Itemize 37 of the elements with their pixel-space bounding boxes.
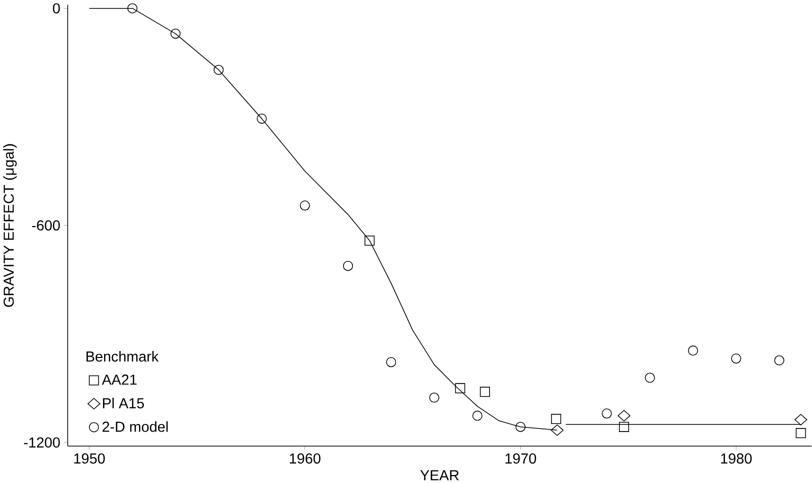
point — [364, 235, 375, 246]
point — [342, 260, 354, 271]
point — [472, 410, 482, 421]
point — [551, 414, 562, 424]
y-tick-label: -600 — [32, 220, 60, 230]
legend-label: Pl A15 — [103, 398, 144, 408]
legend-label: AA21 — [102, 374, 137, 384]
point — [127, 3, 138, 14]
point — [796, 428, 806, 438]
point — [794, 414, 808, 426]
point — [214, 64, 224, 75]
x-tick-label: 1950 — [74, 453, 105, 464]
legend-title: Benchmark — [86, 350, 159, 362]
point — [170, 28, 181, 38]
point — [256, 113, 267, 124]
point — [602, 408, 612, 418]
point — [300, 200, 310, 210]
point — [515, 422, 526, 432]
x-tick-label: 1970 — [506, 453, 536, 464]
x-tick-label: 1960 — [290, 453, 320, 464]
point — [429, 392, 440, 402]
point — [386, 356, 396, 367]
point — [644, 372, 655, 383]
y-axis-title: GRAVITY EFFECT (μgal) — [3, 144, 17, 307]
x-axis-title: YEAR — [420, 470, 459, 480]
point — [688, 345, 698, 356]
point — [618, 410, 630, 422]
point — [731, 353, 742, 364]
point — [480, 386, 490, 397]
point — [619, 422, 630, 432]
x-tick-label: 1980 — [721, 453, 752, 464]
point — [550, 424, 564, 436]
y-tick-label: 0 — [52, 2, 60, 14]
point — [455, 382, 466, 394]
point — [774, 355, 784, 366]
legend-label: 2-D model — [102, 421, 168, 432]
y-tick-label: -1200 — [24, 437, 60, 448]
